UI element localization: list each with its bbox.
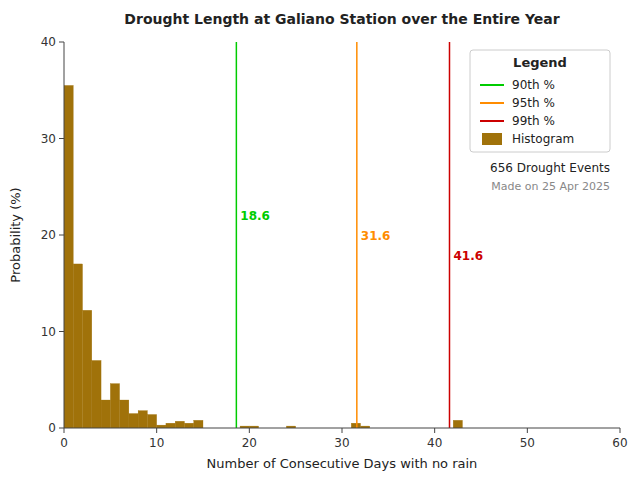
histogram-bar	[73, 264, 82, 428]
y-tick	[59, 428, 64, 429]
x-tick	[342, 428, 343, 433]
legend: Legend 90th % 95th % 99th % Histogram	[470, 50, 610, 152]
legend-swatch	[480, 120, 504, 122]
y-tick	[59, 235, 64, 236]
percentile-label: 18.6	[240, 209, 270, 223]
x-axis-label: Number of Consecutive Days with no rain	[207, 456, 478, 471]
y-tick-label: 40	[41, 35, 56, 49]
percentile-line	[356, 42, 358, 428]
histogram-bar	[184, 423, 193, 428]
legend-swatch	[480, 84, 504, 86]
legend-title: Legend	[513, 55, 567, 70]
x-tick-label: 60	[612, 436, 627, 450]
histogram-bar	[101, 400, 110, 428]
y-axis-label: Probability (%)	[8, 187, 23, 282]
histogram-bar	[166, 423, 175, 428]
percentile-label: 41.6	[453, 249, 483, 263]
histogram-bar	[194, 420, 203, 428]
histogram-bar	[129, 414, 138, 428]
percentile-line	[449, 42, 451, 428]
legend-swatch	[480, 102, 504, 104]
histogram-bar	[147, 414, 156, 428]
y-tick-label: 0	[48, 421, 56, 435]
histogram-bar	[120, 400, 129, 428]
x-tick-label: 0	[60, 436, 68, 450]
histogram-bar	[351, 423, 360, 428]
histogram-bar	[175, 421, 184, 428]
x-tick-label: 10	[149, 436, 164, 450]
histogram-bar	[92, 360, 101, 428]
y-tick-label: 10	[41, 325, 56, 339]
x-tick-label: 40	[427, 436, 442, 450]
x-tick-label: 20	[242, 436, 257, 450]
y-tick	[59, 42, 64, 43]
y-tick-label: 20	[41, 228, 56, 242]
annotation: 656 Drought Events	[490, 161, 610, 175]
legend-box	[470, 50, 610, 152]
histogram-bar	[453, 420, 462, 428]
y-tick	[59, 331, 64, 332]
x-tick-label: 50	[520, 436, 535, 450]
x-tick	[434, 428, 435, 433]
percentile-line	[236, 42, 238, 428]
annotation: Made on 25 Apr 2025	[491, 180, 610, 193]
bars	[64, 85, 462, 428]
x-tick	[527, 428, 528, 433]
x-tick	[249, 428, 250, 433]
legend-entry: 95th %	[512, 96, 555, 110]
y-tick	[59, 138, 64, 139]
legend-entry: 90th %	[512, 78, 555, 92]
histogram-bar	[138, 411, 147, 428]
y-tick-label: 30	[41, 132, 56, 146]
histogram-bar	[83, 310, 92, 428]
x-tick	[620, 428, 621, 433]
x-tick-label: 30	[334, 436, 349, 450]
legend-swatch	[482, 133, 502, 145]
percentile-label: 31.6	[361, 229, 391, 243]
percentile-lines	[236, 42, 449, 428]
title: Drought Length at Galiano Station over t…	[124, 11, 559, 27]
legend-entry: 99th %	[512, 114, 555, 128]
histogram-bar	[110, 384, 119, 428]
axes: 0 10 20 30 40 50 60 0 10 20 30 40	[41, 35, 628, 450]
legend-entry: Histogram	[512, 132, 574, 146]
chart: Drought Length at Galiano Station over t…	[0, 0, 640, 480]
x-tick	[64, 428, 65, 433]
x-tick	[156, 428, 157, 433]
histogram-bar	[64, 85, 73, 428]
